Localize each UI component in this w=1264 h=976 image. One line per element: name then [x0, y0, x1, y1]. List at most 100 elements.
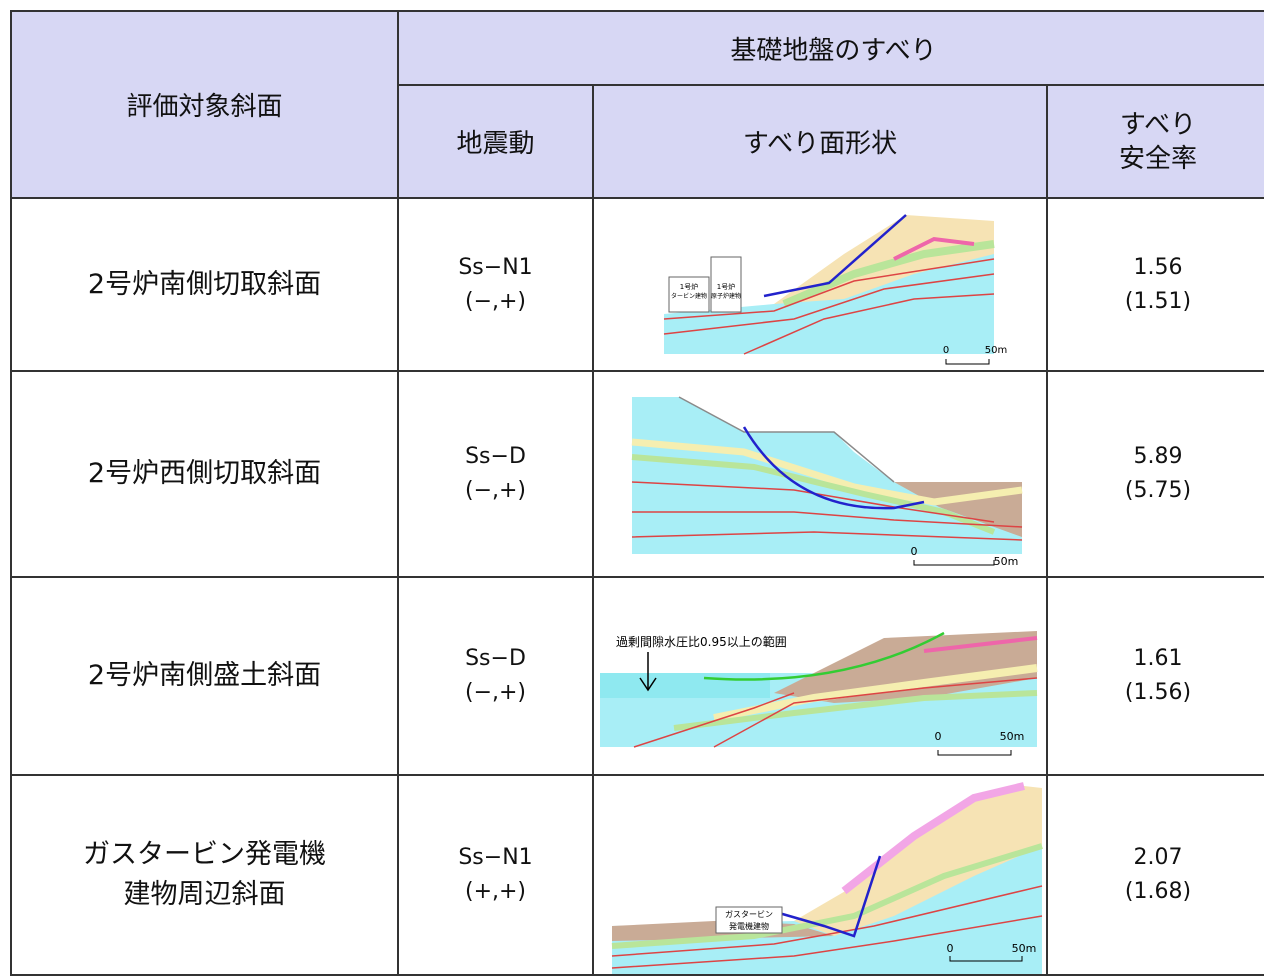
air	[679, 397, 1022, 482]
header-text: すべり面形状	[742, 129, 898, 159]
factor-alt: (1.51)	[1124, 288, 1192, 314]
scale-label: 0	[943, 345, 949, 356]
figure-label: タービン建物	[671, 292, 707, 300]
motion-cell: Ss−D (−,+)	[397, 370, 594, 578]
factor: 2.07	[1133, 845, 1183, 870]
motion-cell: Ss−N1 (+,+)	[397, 774, 594, 976]
slope-cell: ガスタービン発電機 建物周辺斜面	[10, 774, 399, 976]
factor-cell: 1.61 (1.56)	[1045, 576, 1264, 776]
header-row: 地震動 すべり面形状 すべり 安全率	[11, 84, 1264, 199]
header-cell: 基礎地盤のすべり	[396, 10, 1264, 86]
band	[923, 636, 1038, 653]
scale-label: 0	[947, 942, 954, 955]
slip-surface	[763, 214, 907, 298]
slip-surface	[778, 855, 882, 938]
fault-line	[633, 692, 795, 748]
slope-table: 評価対象斜面 基礎地盤のすべり 地震動 すべり面形状 すべり 安全率 2号炉南側…	[10, 10, 1264, 976]
band	[631, 438, 1023, 506]
motion: Ss−N1	[458, 845, 533, 870]
slope-cell: 2号炉西側切取斜面	[10, 370, 399, 578]
figure-cell: 0 50m	[592, 370, 1048, 578]
figure-cell: 1号炉 タービン建物 1号炉 原子炉建物 0 50m	[592, 197, 1048, 372]
scale-label: 50m	[1012, 942, 1037, 955]
slip-surface	[703, 631, 945, 681]
figure-label: 原子炉建物	[711, 292, 741, 300]
figure-label: ガスタービン	[725, 909, 773, 919]
factor-alt: (5.75)	[1124, 478, 1192, 503]
motion: Ss−D	[465, 444, 526, 469]
ground-line	[678, 396, 895, 483]
sign: (−,+)	[464, 288, 527, 314]
motion-cell: Ss−D (−,+)	[397, 576, 594, 776]
header-cell: すべり 安全率	[1045, 84, 1264, 199]
fault-line	[663, 273, 995, 335]
header-cell: 評価対象斜面	[10, 10, 399, 199]
factor-alt: (1.56)	[1124, 680, 1192, 705]
soil-layer	[794, 786, 1042, 936]
band	[713, 664, 1038, 722]
scale-label: 50m	[994, 555, 1019, 568]
factor: 1.61	[1133, 646, 1183, 671]
factor-cell: 2.07 (1.68)	[1045, 774, 1264, 976]
cross-section: 0 50m	[631, 396, 1023, 568]
building	[668, 276, 710, 313]
motion: Ss−D	[465, 646, 526, 671]
table-row: 2号炉南側盛土斜面 Ss−D (−,+) 過剰間隙水圧比0.95以上の範囲 0 5…	[10, 576, 1264, 776]
building	[710, 256, 742, 313]
scale-label: 0	[911, 545, 918, 558]
fault-line	[611, 885, 1043, 957]
figure-cell: 過剰間隙水圧比0.95以上の範囲 0 50m	[592, 576, 1048, 776]
factor-cell: 1.56 (1.51)	[1045, 197, 1264, 372]
fault-line	[631, 481, 995, 523]
fault-line	[632, 511, 1023, 528]
header-cell: 地震動	[397, 84, 594, 199]
header-text: 地震動	[456, 129, 535, 159]
fault-line	[713, 677, 1038, 748]
factor: 5.89	[1133, 444, 1183, 469]
band	[631, 454, 996, 535]
factor-alt: (1.68)	[1124, 879, 1192, 904]
factor: 1.56	[1133, 254, 1183, 280]
slip-surface	[742, 426, 925, 510]
cross-section: ガスタービン 発電機建物 0 50m	[611, 782, 1043, 974]
slope-cell: 2号炉南側切取斜面	[10, 197, 399, 372]
slope-name: 建物周辺斜面	[123, 879, 286, 910]
scale-label: 0	[935, 730, 942, 743]
sign: (+,+)	[464, 879, 527, 904]
fault-line	[611, 915, 1043, 969]
band	[841, 782, 1025, 895]
slope-cell: 2号炉南側盛土斜面	[10, 576, 399, 776]
fault-line	[631, 531, 1023, 541]
fill-layer	[774, 631, 1037, 703]
scale-bar	[913, 560, 995, 566]
motion-cell: Ss−N1 (−,+)	[397, 197, 594, 372]
band	[782, 240, 995, 308]
band	[673, 690, 1038, 731]
motion: Ss−N1	[458, 254, 533, 280]
table-row: ガスタービン発電機 建物周辺斜面 Ss−N1 (+,+) ガスタービン 発電機建物 …	[10, 774, 1264, 976]
header-text: 安全率	[1119, 143, 1198, 174]
header-text: 基礎地盤のすべり	[730, 35, 937, 66]
scale-bar	[945, 359, 990, 365]
figure-label: 過剰間隙水圧比0.95以上の範囲	[616, 634, 787, 649]
slope-name: ガスタービン発電機	[83, 839, 326, 870]
sign: (−,+)	[464, 478, 527, 503]
figure-cell: ガスタービン 発電機建物 0 50m	[592, 774, 1048, 976]
scale-bar	[937, 750, 1012, 756]
figure-label: 1号炉	[717, 282, 735, 291]
scale-label: 50m	[985, 345, 1007, 356]
scale-label: 50m	[1000, 730, 1025, 743]
header-row: 評価対象斜面 基礎地盤のすべり	[10, 10, 1264, 199]
figure-label: 1号炉	[680, 282, 698, 291]
factor-cell: 5.89 (5.75)	[1045, 370, 1264, 578]
building	[715, 906, 783, 934]
figure-label: 発電機建物	[729, 921, 769, 931]
cross-section: 1号炉 タービン建物 1号炉 原子炉建物 0 50m	[663, 214, 1007, 365]
band	[611, 843, 1043, 949]
slope-name: 2号炉南側切取斜面	[87, 268, 322, 300]
scale-bar	[949, 956, 1023, 962]
header-cell: すべり面形状	[592, 84, 1048, 199]
slope-name: 2号炉南側盛土斜面	[87, 660, 322, 691]
excess-pressure-zone	[600, 673, 770, 698]
header-text: 評価対象斜面	[126, 92, 283, 122]
